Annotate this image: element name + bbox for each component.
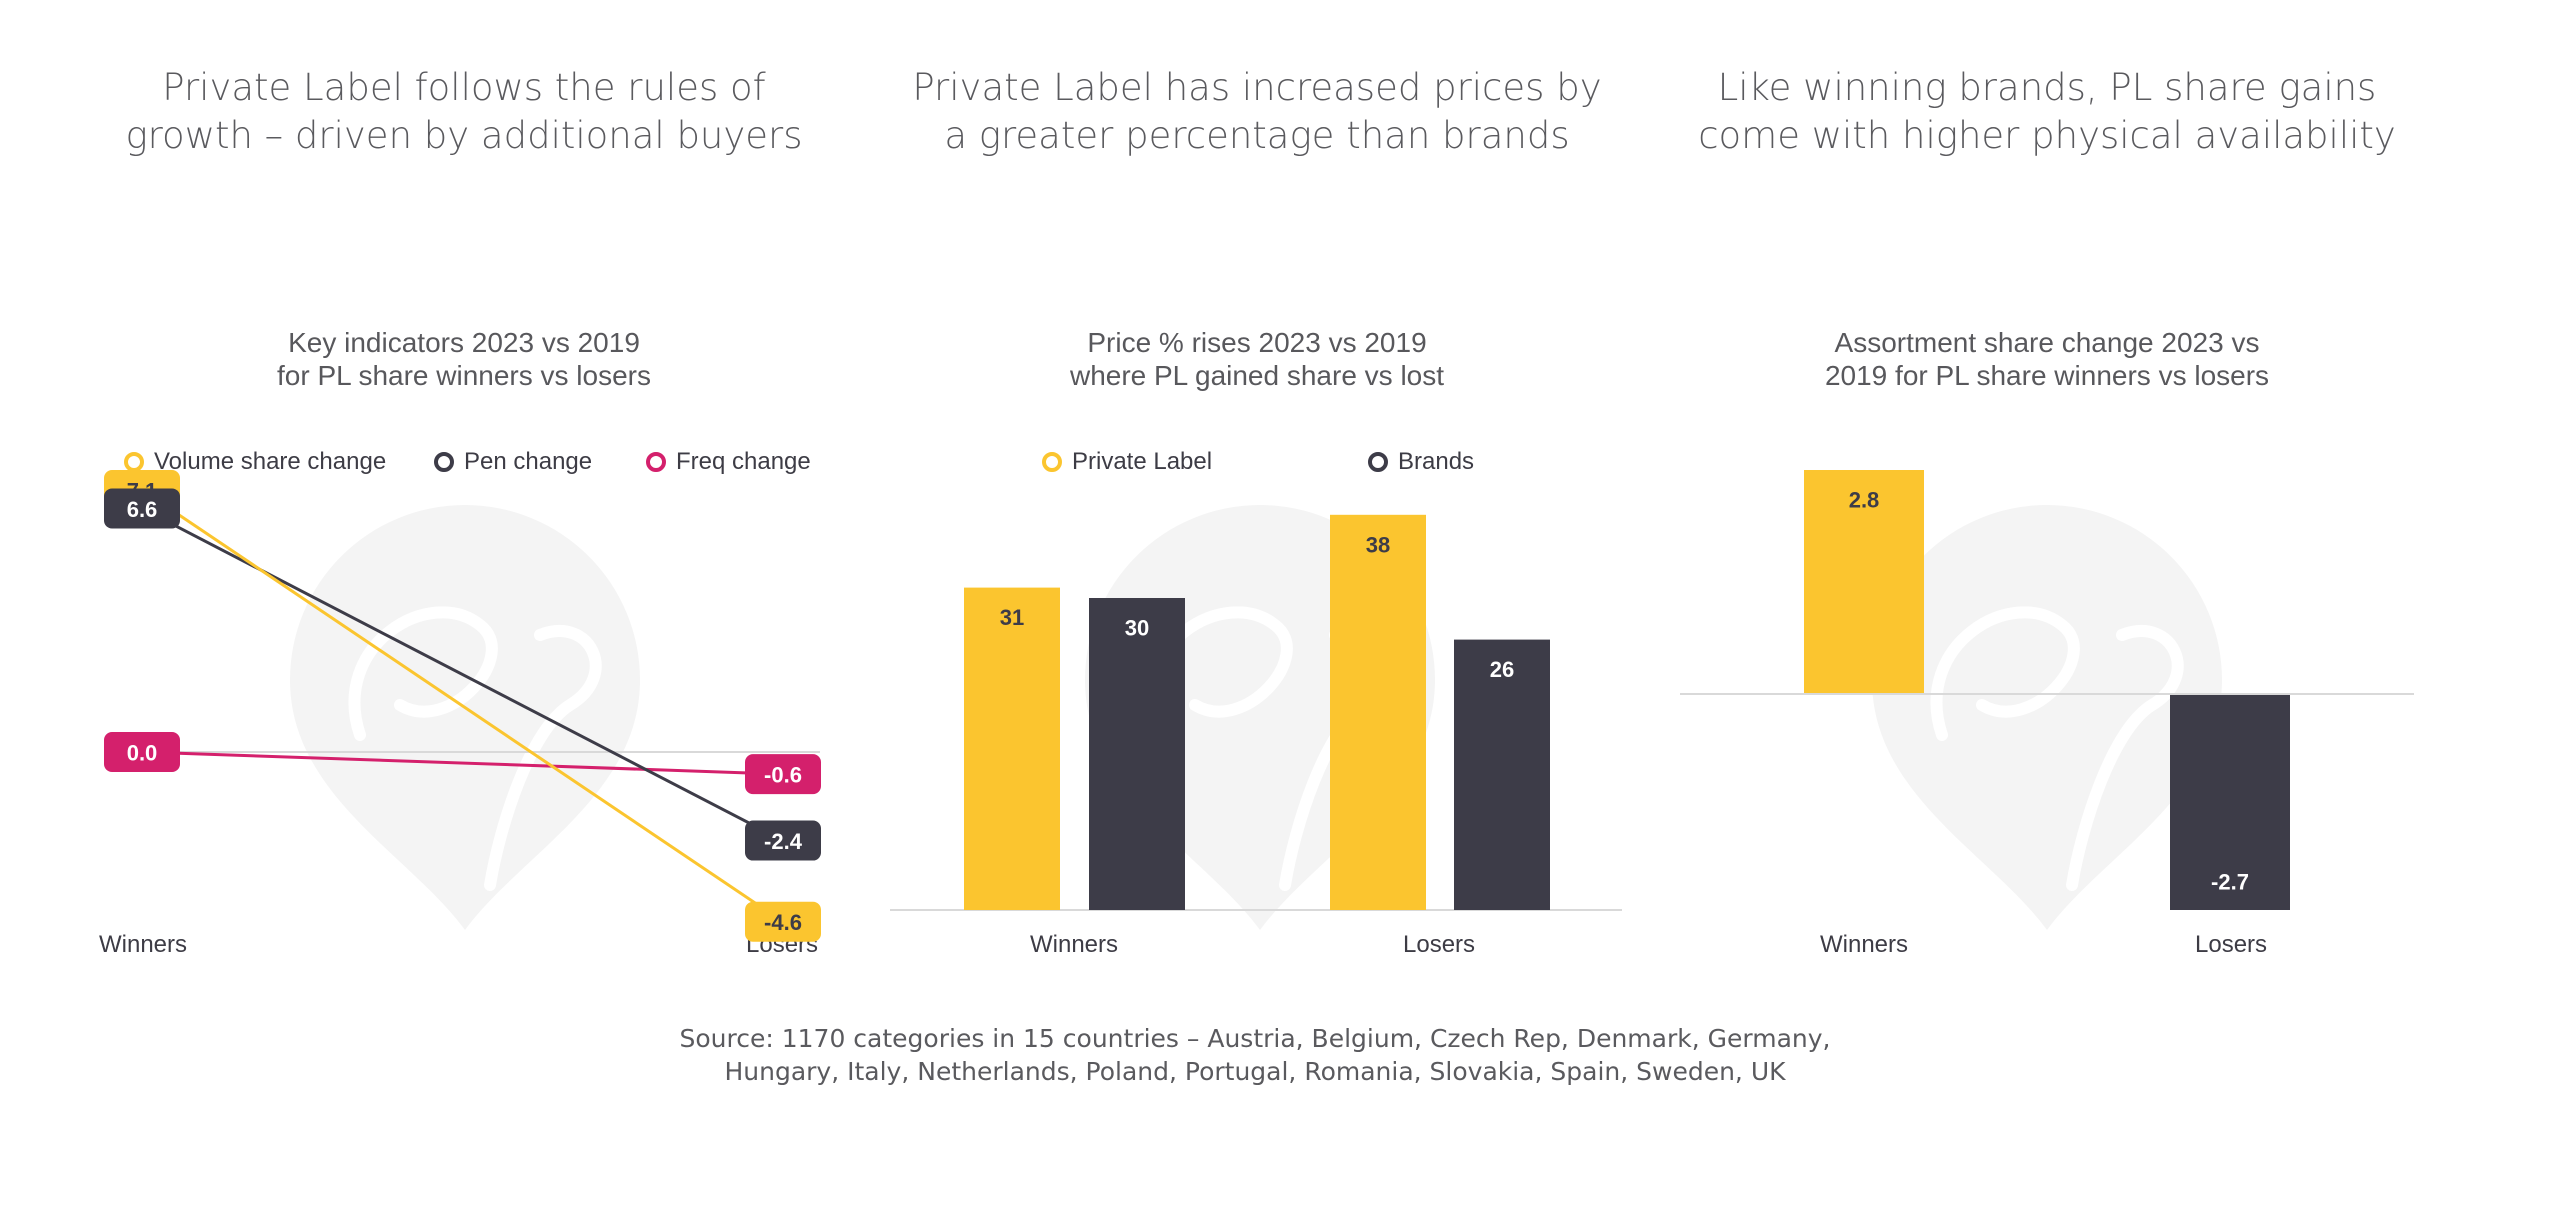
source-note-line-1: Source: 1170 categories in 15 countries … <box>679 1024 1831 1053</box>
chart-1-title-line-2: for PL share winners vs losers <box>277 360 651 391</box>
legend-private-label: Private Label <box>1042 448 1212 476</box>
headline-middle-line-2: a greater percentage than brands <box>944 114 1570 157</box>
legend-freq-dot-icon <box>646 452 666 472</box>
watermark-logo-left <box>290 505 640 930</box>
chart-2-x-label-winners: Winners <box>1030 931 1119 958</box>
chart-2-data-label-private-label-losers: 38 <box>1366 532 1390 557</box>
chart-1-title: Key indicators 2023 vs 2019 for PL share… <box>184 326 744 392</box>
chart-1-line-volume-share-change <box>141 488 784 923</box>
legend-private-label-dot-icon <box>1042 452 1062 472</box>
chart-2-bar-private-label-losers <box>1330 514 1426 910</box>
headline-left-line-2: growth – driven by additional buyers <box>125 114 803 157</box>
chart-1-data-label-pen-change-winners: 6.6 <box>127 497 158 522</box>
legend-freq-label: Freq change <box>676 448 811 475</box>
chart-2-bar-brands-winners <box>1089 598 1185 910</box>
chart-2-data-label-private-label-winners: 31 <box>1000 605 1024 630</box>
headline-middle: Private Label has increased prices by a … <box>897 64 1617 160</box>
chart-1-label-box-freq-change-losers <box>745 754 821 795</box>
chart-1-x-label-winners: Winners <box>99 931 188 958</box>
legend-volume-dot-icon <box>124 452 144 472</box>
chart-1-label-box-pen-change-winners <box>104 488 180 529</box>
headline-middle-line-1: Private Label has increased prices by <box>912 66 1602 109</box>
legend-private-label-label: Private Label <box>1072 448 1213 475</box>
watermark-logo-right <box>1872 505 2222 930</box>
legend-volume-label: Volume share change <box>154 448 387 475</box>
legend-pen-label: Pen change <box>464 448 593 475</box>
chart-3-title-line-2: 2019 for PL share winners vs losers <box>1824 360 2270 391</box>
chart-2-title-line-1: Price % rises 2023 vs 2019 <box>1087 327 1427 358</box>
chart-3-data-label-winners: 2.8 <box>1849 488 1880 513</box>
chart-3-x-label-losers: Losers <box>2195 931 2268 958</box>
chart-3-title: Assortment share change 2023 vs 2019 for… <box>1767 326 2327 392</box>
legend-pen-dot-icon <box>434 452 454 472</box>
chart-3-bar-losers <box>2170 694 2290 910</box>
chart-2-data-label-brands-losers: 26 <box>1490 657 1514 682</box>
chart-1-label-box-volume-share-change-losers <box>745 901 821 942</box>
headline-left: Private Label follows the rules of growt… <box>104 64 824 160</box>
legend-freq-change: Freq change <box>646 448 811 476</box>
chart-3-data-label-losers: -2.7 <box>2211 870 2249 895</box>
chart-1-label-box-pen-change-losers <box>745 820 821 861</box>
source-note-line-2: Hungary, Italy, Netherlands, Poland, Por… <box>724 1057 1786 1086</box>
chart-2-title-line-2: where PL gained share vs lost <box>1069 360 1445 391</box>
headline-right-line-2: come with higher physical availability <box>1698 114 2396 157</box>
legend-pen-change: Pen change <box>434 448 592 476</box>
chart-3-title-line-1: Assortment share change 2023 vs <box>1834 327 2260 358</box>
chart-1-line-freq-change <box>141 750 784 776</box>
chart-2-data-label-brands-winners: 30 <box>1125 616 1149 641</box>
source-note: Source: 1170 categories in 15 countries … <box>0 1022 2510 1088</box>
chart-1-data-label-freq-change-losers: -0.6 <box>764 763 802 788</box>
chart-1-label-box-freq-change-winners <box>104 732 180 772</box>
headline-right: Like winning brands, PL share gains come… <box>1687 64 2407 160</box>
chart-1-data-label-pen-change-losers: -2.4 <box>764 829 803 854</box>
chart-2-bar-brands-losers <box>1454 639 1550 910</box>
legend-brands: Brands <box>1368 448 1474 476</box>
chart-1-data-label-volume-share-change-losers: -4.6 <box>764 910 802 935</box>
legend-brands-label: Brands <box>1398 448 1475 475</box>
headline-left-line-1: Private Label follows the rules of <box>162 66 766 109</box>
chart-3-bar-winners <box>1804 470 1924 694</box>
chart-2-x-label-losers: Losers <box>1403 931 1476 958</box>
chart-3-x-label-winners: Winners <box>1820 931 1909 958</box>
chart-1-data-label-freq-change-winners: 0.0 <box>127 741 158 766</box>
legend-brands-dot-icon <box>1368 452 1388 472</box>
legend-volume-share-change: Volume share change <box>124 448 386 476</box>
chart-2-title: Price % rises 2023 vs 2019 where PL gain… <box>977 326 1537 392</box>
chart-1-line-pen-change <box>141 507 784 842</box>
chart-2-bar-private-label-winners <box>964 587 1060 910</box>
chart-1-title-line-1: Key indicators 2023 vs 2019 <box>288 327 640 358</box>
headline-right-line-1: Like winning brands, PL share gains <box>1717 66 2377 109</box>
